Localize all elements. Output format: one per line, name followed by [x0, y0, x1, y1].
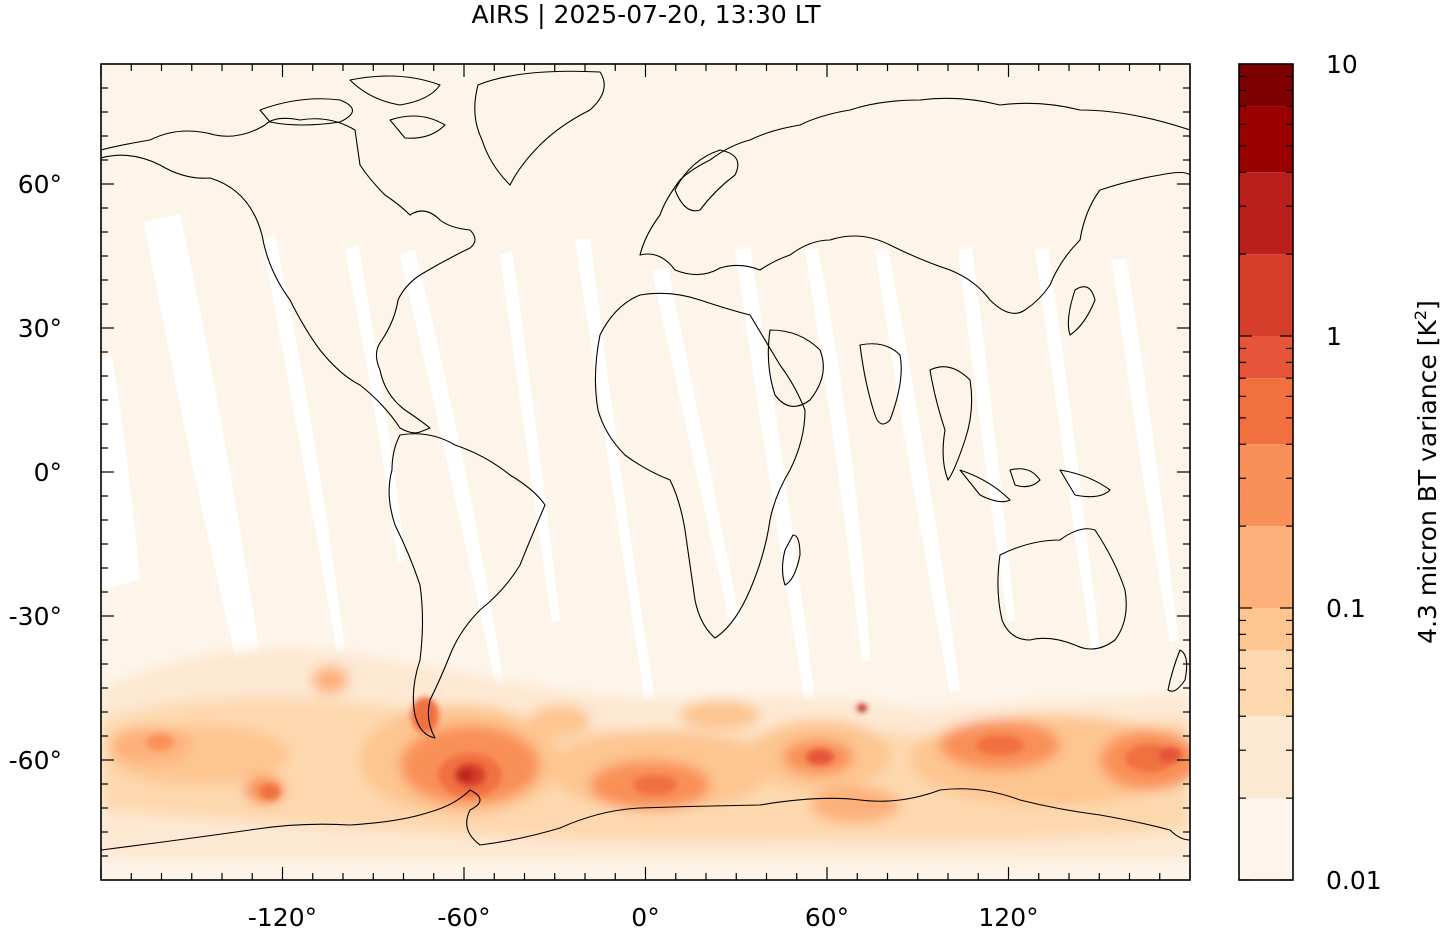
colorbar-label-close: ]	[1413, 300, 1442, 310]
colorbar-ticks: 10 1 0.1 0.01	[1239, 50, 1382, 895]
y-tick-label: 30°	[18, 314, 62, 343]
colorbar-tick-label: 1	[1326, 322, 1342, 351]
x-tick-label: -60°	[437, 903, 490, 930]
colorbar-label-superscript: 2	[1411, 310, 1430, 320]
colorbar-frame	[1238, 63, 1294, 881]
colorbar-band	[1239, 254, 1293, 336]
x-tick-label: -120°	[248, 903, 317, 930]
y-tick-label: -60°	[9, 746, 62, 775]
y-tick-label: 60°	[18, 170, 62, 199]
colorbar-bands	[1239, 64, 1293, 880]
colorbar: 10 1 0.1 0.01 4.3 micron BT variance [K2]	[1238, 50, 1442, 895]
colorbar-band	[1239, 526, 1293, 608]
map-title: AIRS | 2025-07-20, 13:30 LT	[472, 0, 822, 29]
colorbar-band	[1239, 378, 1293, 445]
map-axes: -120° -60° 0° 60° 120° 60° 30° 0° -30° -60°	[9, 64, 1191, 930]
colorbar-band	[1239, 444, 1293, 527]
colorbar-band	[1239, 336, 1293, 379]
x-tick-label: 120°	[978, 903, 1038, 930]
colorbar-label: 4.3 micron BT variance [K2]	[1411, 300, 1442, 644]
colorbar-tick-label: 10	[1326, 50, 1358, 79]
variance-field	[101, 648, 1190, 860]
colorbar-tick-label: 0.01	[1326, 866, 1382, 895]
x-tick-label: 60°	[805, 903, 849, 930]
swath-gaps	[101, 214, 1178, 792]
colorbar-band	[1239, 798, 1293, 880]
y-tick-label: 0°	[34, 458, 62, 487]
map-panel	[101, 64, 1190, 880]
colorbar-band	[1239, 64, 1293, 107]
colorbar-tick-label: 0.1	[1326, 594, 1366, 623]
colorbar-band	[1239, 716, 1293, 799]
coastlines	[101, 70, 1190, 851]
colorbar-band	[1239, 172, 1293, 255]
y-tick-label: -30°	[9, 602, 62, 631]
x-tick-label: 0°	[631, 903, 659, 930]
colorbar-band	[1239, 106, 1293, 173]
colorbar-band	[1239, 650, 1293, 717]
colorbar-band	[1239, 608, 1293, 651]
